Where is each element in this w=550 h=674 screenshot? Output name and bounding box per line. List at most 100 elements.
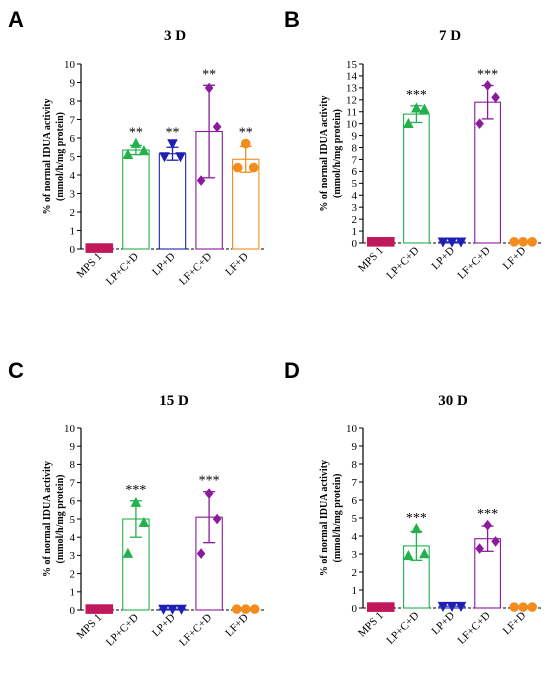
y-tick-label: 1 xyxy=(352,226,358,238)
data-point xyxy=(518,237,528,247)
y-tick-label: 5 xyxy=(70,514,76,526)
data-point xyxy=(176,604,187,615)
data-point xyxy=(167,139,178,150)
y-tick-label: 5 xyxy=(352,513,358,525)
data-point xyxy=(240,138,251,149)
x-tick-label: LP+C+D xyxy=(384,245,421,282)
bar xyxy=(403,113,430,244)
x-tick-label: LF+D xyxy=(501,610,529,638)
data-point xyxy=(455,601,467,612)
data-point xyxy=(367,602,377,612)
significance-label: ** xyxy=(239,126,253,141)
y-tick-label: 5 xyxy=(70,151,76,163)
data-point xyxy=(212,513,222,525)
y-tick-label: 7 xyxy=(352,154,358,166)
y-tick-label: 6 xyxy=(352,166,358,178)
data-point xyxy=(518,602,528,612)
data-point xyxy=(483,80,492,91)
significance-label: *** xyxy=(199,474,220,489)
x-tick-label: LF+D xyxy=(223,251,251,279)
y-tick-label: 2 xyxy=(352,214,358,226)
data-point xyxy=(94,604,105,614)
y-tick-label: 7 xyxy=(70,114,76,126)
data-point xyxy=(158,604,169,615)
bar xyxy=(122,149,150,250)
panel-letter: A xyxy=(8,7,24,32)
data-point xyxy=(138,145,150,156)
y-tick-label: 8 xyxy=(352,459,358,471)
data-point xyxy=(232,162,243,173)
data-point xyxy=(367,237,377,247)
y-tick-label: 1 xyxy=(352,585,358,597)
data-point xyxy=(94,243,105,253)
x-tick-label: MPS 1 xyxy=(75,612,105,642)
y-tick-label: 9 xyxy=(352,441,358,453)
y-tick-label: 10 xyxy=(64,59,76,71)
y-tick-label: 8 xyxy=(352,142,358,154)
y-tick-label: 2 xyxy=(70,207,76,219)
significance-label: *** xyxy=(125,483,146,498)
y-tick-label: 6 xyxy=(70,496,76,508)
panel-a: A 3 D % of normal IDUA activity (mmol/h/mg … xyxy=(8,7,264,288)
y-tick-label: 12 xyxy=(346,95,357,107)
significance-label: *** xyxy=(477,67,498,82)
data-point xyxy=(446,237,458,248)
y-tick-label: 0 xyxy=(352,238,358,250)
x-tick-label: LP+C+D xyxy=(384,610,421,647)
x-tick-label: LP+D xyxy=(430,610,458,638)
data-point xyxy=(419,548,430,559)
data-point xyxy=(248,162,259,173)
y-tick-label: 1 xyxy=(70,225,76,237)
y-tick-label: 11 xyxy=(346,107,357,119)
data-point xyxy=(411,102,422,113)
data-point xyxy=(85,243,96,253)
x-tick-label: LP+C+D xyxy=(104,251,141,288)
bar xyxy=(158,153,187,250)
data-point xyxy=(411,523,422,534)
data-point xyxy=(403,550,414,561)
data-point xyxy=(527,237,537,247)
y-tick-label: 0 xyxy=(70,244,76,256)
x-tick-label: MPS 1 xyxy=(75,251,105,281)
y-tick-label: 10 xyxy=(346,423,358,435)
y-tick-label: 9 xyxy=(70,441,76,453)
y-axis-label: % of normal IDUA activity xyxy=(319,95,330,211)
y-tick-label: 4 xyxy=(352,531,358,543)
y-tick-label: 2 xyxy=(352,567,358,579)
y-axis-label: % of normal IDUA activity xyxy=(319,460,330,576)
data-point xyxy=(483,519,492,531)
x-tick-label: LF+D xyxy=(223,612,251,640)
data-point xyxy=(103,243,114,253)
y-tick-label: 0 xyxy=(70,605,76,617)
y-tick-label: 10 xyxy=(346,118,358,130)
y-axis-label-units: (mmol/h/mg protein) xyxy=(55,112,66,201)
y-tick-label: 1 xyxy=(70,587,76,599)
significance-label: ** xyxy=(129,126,143,141)
y-tick-label: 7 xyxy=(70,477,76,489)
data-point xyxy=(385,237,395,247)
x-tick-label: LF+C+D xyxy=(456,245,493,282)
data-point xyxy=(527,602,537,612)
y-tick-label: 3 xyxy=(352,202,358,214)
data-point xyxy=(204,488,214,499)
data-point xyxy=(196,175,206,186)
y-axis-label-units: (mmol/h/mg protein) xyxy=(332,109,343,198)
data-point xyxy=(103,604,114,614)
y-axis-label-units: (mmol/h/mg protein) xyxy=(55,475,66,564)
data-point xyxy=(437,601,449,612)
data-point xyxy=(122,148,134,159)
data-point xyxy=(122,547,134,558)
y-axis-label: % of normal IDUA activity xyxy=(42,461,53,577)
x-tick-label: LF+C+D xyxy=(177,251,214,288)
significance-label: ** xyxy=(166,126,180,141)
data-point xyxy=(509,237,519,247)
data-point xyxy=(231,604,242,614)
y-tick-label: 8 xyxy=(70,96,76,108)
panel-letter: B xyxy=(284,7,300,32)
data-point xyxy=(138,516,150,527)
data-point xyxy=(455,237,467,248)
significance-label: *** xyxy=(477,507,498,522)
y-tick-label: 9 xyxy=(352,130,358,142)
panel-title: 7 D xyxy=(439,28,461,44)
data-point xyxy=(437,237,449,248)
